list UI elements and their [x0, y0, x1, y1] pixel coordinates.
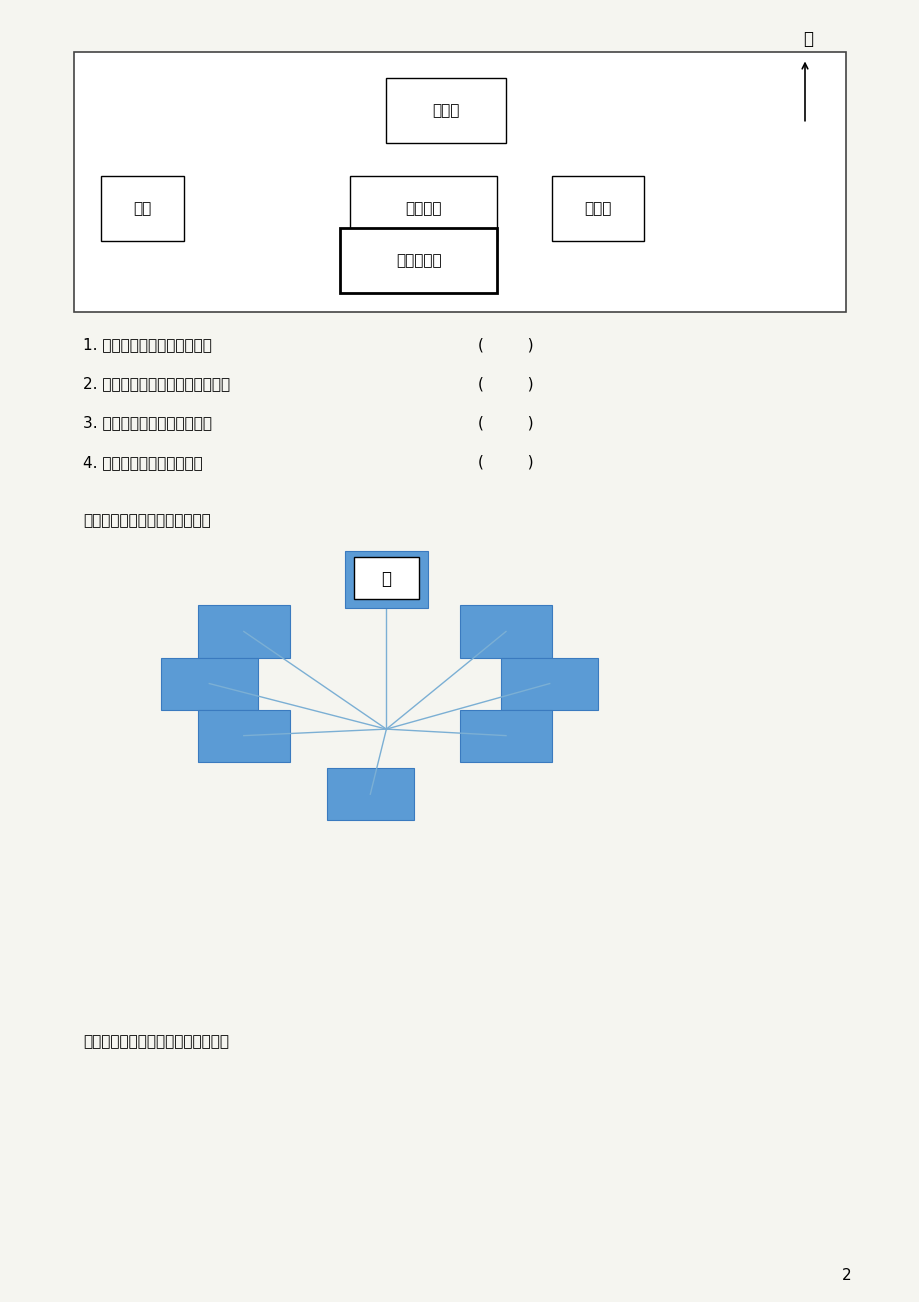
Text: 4. 火车站的西南方是书店。: 4. 火车站的西南方是书店。: [83, 454, 202, 470]
FancyBboxPatch shape: [74, 52, 845, 312]
Text: (         ): ( ): [478, 376, 533, 392]
FancyBboxPatch shape: [460, 605, 551, 658]
Text: 3. 少年宫在人民广场的东面。: 3. 少年宫在人民广场的东面。: [83, 415, 211, 431]
Text: 人民路小学: 人民路小学: [395, 253, 441, 268]
Text: 少年宫: 少年宫: [584, 201, 611, 216]
Text: 2. 书店在人民路小学的东南方向。: 2. 书店在人民路小学的东南方向。: [83, 376, 230, 392]
FancyBboxPatch shape: [551, 176, 643, 241]
Text: 人民广场: 人民广场: [404, 201, 441, 216]
Text: 北: 北: [381, 570, 391, 589]
FancyBboxPatch shape: [101, 176, 184, 241]
FancyBboxPatch shape: [198, 605, 289, 658]
FancyBboxPatch shape: [161, 658, 257, 710]
Text: 五、小小导游，看路线图回答问题。: 五、小小导游，看路线图回答问题。: [83, 1034, 229, 1049]
FancyBboxPatch shape: [326, 768, 414, 820]
Text: 四、在下面方向图上标明方向。: 四、在下面方向图上标明方向。: [83, 513, 210, 529]
Text: (         ): ( ): [478, 415, 533, 431]
Text: 2: 2: [841, 1268, 850, 1284]
Text: 书店: 书店: [133, 201, 152, 216]
FancyBboxPatch shape: [198, 710, 289, 762]
Text: 1. 人民广场在火车站的北面。: 1. 人民广场在火车站的北面。: [83, 337, 211, 353]
FancyBboxPatch shape: [386, 78, 505, 143]
FancyBboxPatch shape: [354, 557, 418, 599]
FancyBboxPatch shape: [349, 176, 496, 241]
FancyBboxPatch shape: [460, 710, 551, 762]
Text: (         ): ( ): [478, 337, 533, 353]
FancyBboxPatch shape: [345, 551, 427, 608]
Text: (         ): ( ): [478, 454, 533, 470]
FancyBboxPatch shape: [501, 658, 597, 710]
FancyBboxPatch shape: [340, 228, 496, 293]
Text: 火车站: 火车站: [432, 103, 460, 118]
Text: 北: 北: [802, 30, 811, 48]
